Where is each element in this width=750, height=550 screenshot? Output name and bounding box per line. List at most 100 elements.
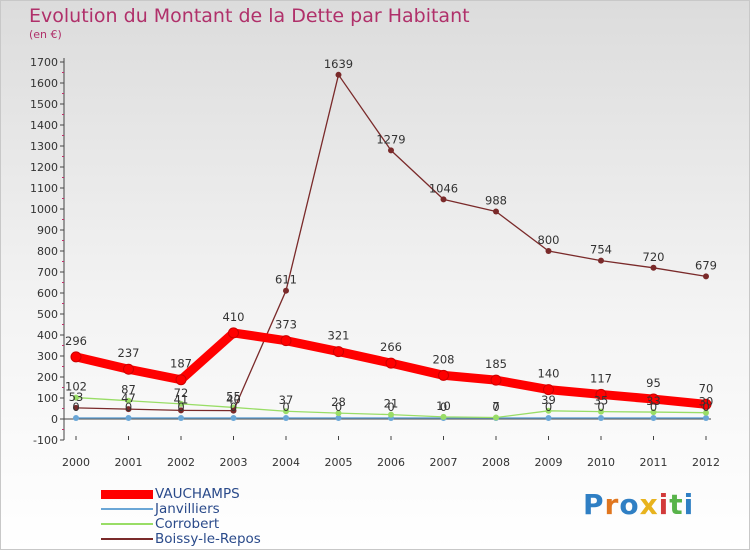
logo-letter: i [658,488,670,521]
data-point [545,414,552,421]
chart-title: Evolution du Montant de la Dette par Hab… [29,5,470,27]
data-label: 47 [121,391,136,405]
data-label: 187 [170,357,192,371]
y-tick-label: 1600 [30,77,58,90]
data-label: 754 [590,243,612,257]
data-point [73,404,79,411]
data-point [123,363,134,375]
x-tick-label: 2002 [167,456,195,469]
data-point [228,327,239,339]
data-point [125,397,132,404]
data-label: 800 [538,233,560,247]
data-point [440,196,447,203]
data-point [283,408,289,415]
data-label: 611 [275,273,297,287]
data-label: 1279 [376,132,405,146]
data-label: 53 [69,390,84,404]
data-label: 0 [440,400,447,414]
data-point [73,414,79,421]
data-point [125,406,132,413]
data-label: 72 [174,386,189,400]
y-tick-label: 1400 [30,119,58,132]
data-point [598,257,604,264]
chart-unit: (en €) [29,28,62,41]
x-tick-label: 2008 [482,456,510,469]
data-label: 208 [433,352,455,366]
y-tick-label: 600 [37,287,58,300]
data-point [70,351,82,363]
data-label: 0 [335,400,342,414]
data-point [490,374,502,386]
data-point [335,414,342,421]
data-label: 10 [436,399,451,413]
x-tick-label: 2003 [220,456,248,469]
x-tick-label: 2012 [692,456,720,469]
data-point [230,414,237,421]
data-point [125,414,132,421]
data-label: 21 [384,397,399,411]
logo-letter: P [583,488,605,521]
logo-letter: o [619,488,640,521]
data-point [333,346,344,358]
legend-swatch [101,489,153,499]
data-point [493,208,499,215]
x-tick-label: 2004 [272,456,300,469]
y-tick-label: 900 [37,224,58,237]
legend-label: Boissy-le-Repos [155,531,261,547]
y-tick-label: 200 [37,371,58,384]
data-point [545,248,552,254]
data-label: 1046 [429,181,458,195]
data-point [703,409,709,416]
data-point [703,414,709,421]
data-point [493,414,499,421]
data-label: 266 [380,340,402,354]
legend-swatch [101,508,153,510]
data-point [703,273,709,280]
data-label: 28 [331,395,346,409]
data-point [650,409,657,416]
data-point [438,369,449,381]
data-label: 70 [699,381,714,395]
data-label: 0 [230,400,237,414]
data-label: 237 [118,346,140,360]
x-tick-label: 2009 [535,456,563,469]
data-label: 40 [226,393,241,407]
data-label: 39 [541,393,556,407]
data-label: 0 [702,400,709,414]
data-label: 720 [643,250,665,264]
data-label: 140 [538,367,560,381]
data-label: 0 [545,400,552,414]
x-tick-label: 2000 [62,456,90,469]
data-label: 102 [65,380,87,394]
data-point [440,413,447,420]
x-tick-label: 2005 [325,456,353,469]
y-tick-label: 700 [37,266,58,279]
data-label: 55 [226,389,241,403]
y-tick-label: 1000 [30,203,58,216]
data-label: 117 [590,371,612,385]
data-label: 37 [279,393,294,407]
data-label: 7 [492,400,499,414]
legend-label: Janvilliers [155,501,220,517]
y-tick-label: 1500 [30,98,58,111]
data-label: 0 [387,400,394,414]
logo-letter: r [604,488,620,521]
data-label: 296 [65,334,87,348]
proxiti-logo: Proxiti [583,488,694,521]
data-label: 35 [594,394,609,408]
y-tick-label: 0 [51,413,58,426]
logo-letter: i [683,488,695,521]
y-tick-label: 1200 [30,161,58,174]
data-label: 33 [646,394,661,408]
data-point [73,394,79,401]
data-point [178,400,184,407]
x-tick-label: 2011 [640,456,668,469]
y-tick-label: 300 [37,350,58,363]
y-tick-label: 1100 [30,182,58,195]
legend-swatch [101,523,153,525]
data-point [648,393,659,405]
data-point [230,407,237,414]
data-label: 87 [121,383,136,397]
